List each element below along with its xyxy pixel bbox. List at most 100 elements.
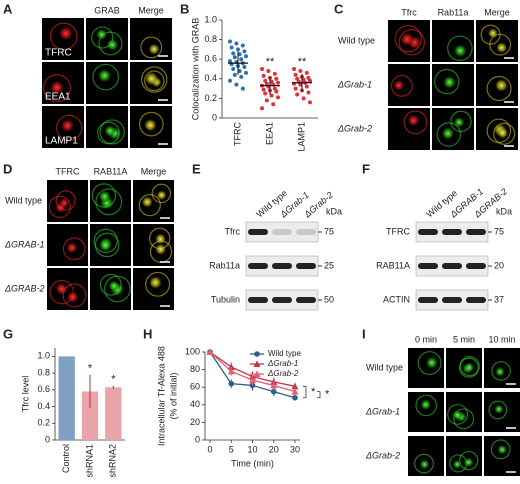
marker-label: 25 xyxy=(324,260,334,270)
cell-signal xyxy=(442,75,457,89)
point xyxy=(232,55,237,60)
row-label: RAB11A xyxy=(376,260,410,270)
cell-outline xyxy=(91,26,114,49)
cell-outline xyxy=(139,111,164,137)
point xyxy=(244,70,248,75)
band xyxy=(272,297,292,303)
point xyxy=(264,98,269,103)
cell-outline xyxy=(447,403,469,425)
cell-outline xyxy=(42,73,71,103)
y-tick-label: 20 xyxy=(190,417,200,427)
cell-outline xyxy=(55,190,76,211)
micrograph xyxy=(446,392,482,432)
point xyxy=(298,68,303,73)
micrograph xyxy=(408,392,444,432)
significance: * xyxy=(88,363,93,375)
point xyxy=(240,86,245,91)
column-header: Tfrc xyxy=(401,7,417,17)
column-header: Merge xyxy=(138,5,164,15)
y-tick-label: 0.4 xyxy=(37,401,50,411)
panel-label: I xyxy=(362,326,366,341)
y-axis-label: Colocalization with GRAB xyxy=(190,18,200,121)
cell-outline xyxy=(48,195,72,219)
cell-outline xyxy=(403,110,428,135)
point xyxy=(261,73,266,78)
cell-signal xyxy=(452,459,462,470)
row-label: EEA1 xyxy=(45,92,71,103)
cell-outline xyxy=(434,68,460,95)
cell-signal xyxy=(98,190,112,203)
point xyxy=(239,74,244,79)
panel-label: G xyxy=(3,326,13,341)
row-label: Rab11a xyxy=(209,260,240,270)
cell-signal xyxy=(148,43,160,55)
point xyxy=(232,72,237,77)
cell-signal xyxy=(494,404,504,415)
cell-signal xyxy=(495,41,508,54)
point xyxy=(236,47,240,52)
cell-signal xyxy=(497,444,508,455)
cell-signal xyxy=(441,127,455,140)
marker xyxy=(291,382,299,390)
point xyxy=(298,82,303,87)
cell-outline xyxy=(99,273,122,296)
marker-label: 37 xyxy=(494,294,504,304)
cell-outline xyxy=(99,119,125,145)
point xyxy=(229,45,234,50)
cell-outline xyxy=(95,188,123,216)
y-tick-label: 1.0 xyxy=(37,351,50,361)
cell-signal xyxy=(393,79,405,92)
cell-outline xyxy=(458,357,480,378)
cell-signal xyxy=(494,366,506,377)
point xyxy=(261,87,266,92)
cell-signal xyxy=(104,125,116,137)
point xyxy=(293,86,298,91)
band xyxy=(418,297,438,303)
cell-signal xyxy=(425,356,439,369)
legend-marker xyxy=(253,360,261,367)
point xyxy=(242,49,247,54)
cell-signal xyxy=(60,118,75,133)
cell-signal xyxy=(108,280,120,292)
point xyxy=(293,72,298,77)
micrograph xyxy=(408,436,444,476)
point xyxy=(295,76,300,81)
significance: * xyxy=(311,386,316,398)
band xyxy=(248,297,268,303)
band xyxy=(418,229,438,235)
cell-outline xyxy=(491,361,511,381)
cell-signal xyxy=(420,399,432,411)
micrograph xyxy=(388,108,430,150)
point xyxy=(301,77,306,82)
point xyxy=(260,67,264,71)
point xyxy=(234,41,239,46)
point xyxy=(301,96,306,101)
micrograph xyxy=(484,436,520,476)
row-label: Tubulin xyxy=(211,294,240,304)
row-label: TFRC xyxy=(45,48,72,59)
point xyxy=(308,78,312,83)
legend-label: Wild type xyxy=(268,349,301,358)
y-tick-label: 0.6 xyxy=(204,54,217,64)
cell-outline xyxy=(480,24,501,45)
cell-outline xyxy=(151,183,172,204)
row-label: ΔGrab-1 xyxy=(365,406,400,416)
cell-signal xyxy=(55,282,69,296)
band xyxy=(296,297,316,303)
band xyxy=(248,229,268,235)
y-tick-label: 0.6 xyxy=(37,384,50,394)
cell-signal xyxy=(141,196,154,208)
cell-outline xyxy=(91,183,117,208)
cell-outline xyxy=(390,74,413,97)
band xyxy=(418,263,438,269)
point xyxy=(231,51,236,56)
point xyxy=(237,68,242,73)
x-tick-label: EEA1 xyxy=(264,122,274,145)
cell-signal xyxy=(49,80,65,95)
cell-outline xyxy=(488,400,508,420)
bar xyxy=(105,387,122,440)
point xyxy=(272,71,277,76)
cell-outline xyxy=(62,237,86,261)
significance: * xyxy=(325,389,330,401)
row-label: ΔGrab-1 xyxy=(337,79,372,89)
